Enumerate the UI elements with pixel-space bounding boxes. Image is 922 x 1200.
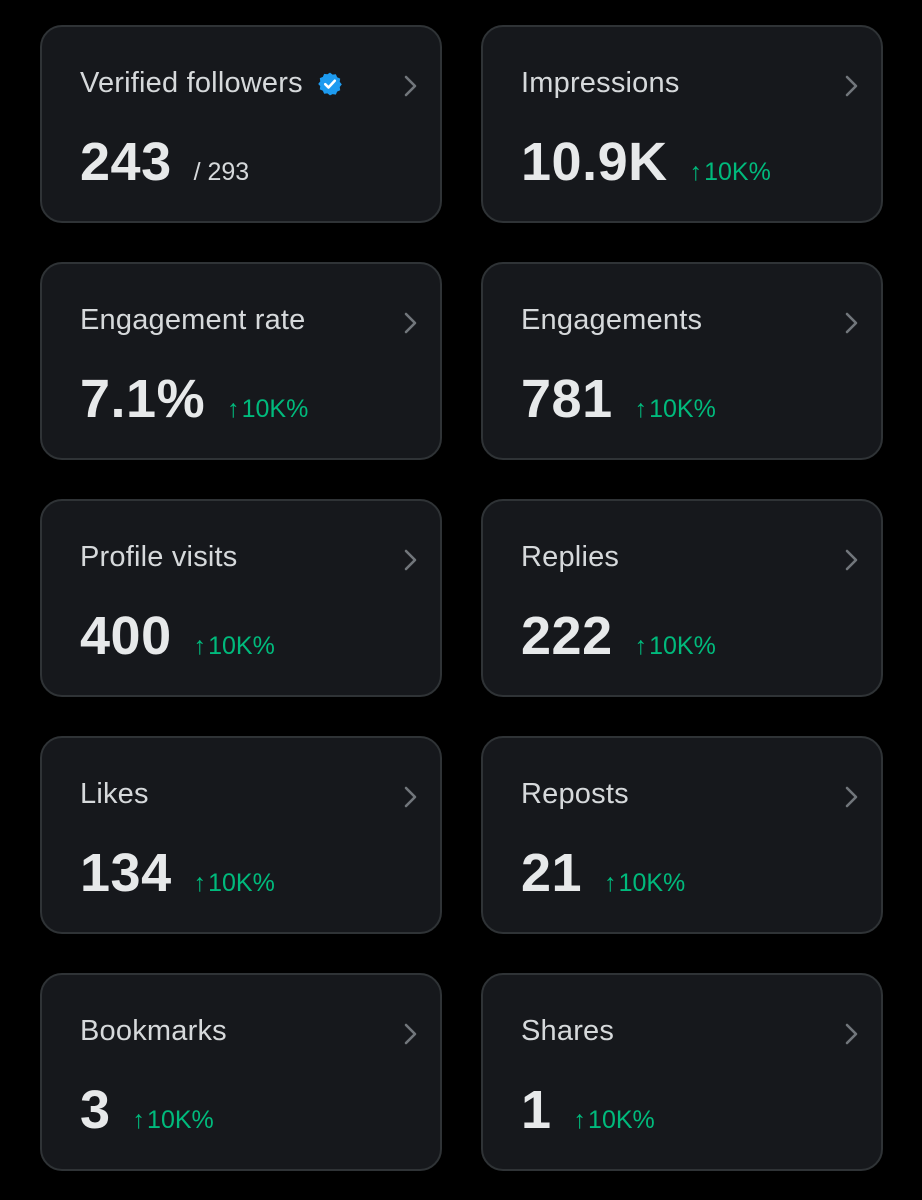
card-value-row: 222 ↑ 10K%	[521, 609, 716, 663]
card-title: Replies	[521, 541, 619, 574]
chevron-right-icon	[845, 549, 858, 571]
card-value-row: 243 / 293	[80, 135, 249, 189]
card-change-value: 10K%	[618, 869, 686, 897]
card-value: 3	[80, 1080, 111, 1140]
card-value: 243	[80, 132, 172, 192]
card-value: 7.1%	[80, 369, 206, 429]
card-title: Impressions	[521, 67, 680, 100]
card-value-row: 7.1% ↑ 10K%	[80, 372, 308, 426]
chevron-right-icon	[404, 549, 417, 571]
card-bookmarks[interactable]: Bookmarks 3 ↑ 10K%	[40, 973, 442, 1171]
card-value-row: 1 ↑ 10K%	[521, 1083, 655, 1137]
chevron-right-icon	[404, 75, 417, 97]
card-change: ↑ 10K%	[635, 632, 716, 661]
card-value: 21	[521, 843, 583, 903]
chevron-right-icon	[845, 75, 858, 97]
arrow-up-icon: ↑	[689, 158, 703, 186]
card-replies[interactable]: Replies 222 ↑ 10K%	[481, 499, 883, 697]
arrow-up-icon: ↑	[604, 869, 617, 897]
card-change-value: 10K%	[704, 158, 771, 186]
card-label: Impressions	[521, 67, 680, 99]
card-value-row: 134 ↑ 10K%	[80, 846, 275, 900]
card-value: 400	[80, 606, 172, 666]
card-change-value: 10K%	[588, 1106, 655, 1134]
card-change: ↑ 10K%	[635, 395, 716, 424]
card-value: 781	[521, 369, 613, 429]
card-reposts[interactable]: Reposts 21 ↑ 10K%	[481, 736, 883, 934]
card-change: ↑ 10K%	[194, 869, 275, 898]
card-impressions[interactable]: Impressions 10.9K ↑ 10K%	[481, 25, 883, 223]
arrow-up-icon: ↑	[193, 632, 207, 660]
card-likes[interactable]: Likes 134 ↑ 10K%	[40, 736, 442, 934]
card-change-value: 10K%	[649, 632, 716, 660]
card-value-row: 781 ↑ 10K%	[521, 372, 716, 426]
card-value: 134	[80, 843, 172, 903]
card-change-value: 10K%	[208, 632, 275, 660]
card-title: Engagement rate	[80, 304, 305, 337]
chevron-right-icon	[845, 786, 858, 808]
card-label: Engagements	[521, 304, 703, 336]
card-label: Verified followers	[80, 67, 303, 99]
card-label: Reposts	[521, 778, 629, 810]
card-change: ↑ 10K%	[574, 1106, 655, 1135]
card-title: Profile visits	[80, 541, 238, 574]
card-title: Bookmarks	[80, 1015, 227, 1048]
chevron-right-icon	[845, 312, 858, 334]
arrow-up-icon: ↑	[193, 869, 207, 897]
card-label: Replies	[521, 541, 620, 573]
card-shares[interactable]: Shares 1 ↑ 10K%	[481, 973, 883, 1171]
card-value: 1	[521, 1080, 552, 1140]
card-engagement-rate[interactable]: Engagement rate 7.1% ↑ 10K%	[40, 262, 442, 460]
card-value-row: 400 ↑ 10K%	[80, 609, 275, 663]
card-title: Engagements	[521, 304, 702, 337]
arrow-up-icon: ↑	[573, 1106, 587, 1134]
card-change: ↑ 10K%	[690, 158, 771, 187]
card-value: 10.9K	[521, 132, 668, 192]
card-profile-visits[interactable]: Profile visits 400 ↑ 10K%	[40, 499, 442, 697]
card-change: ↑ 10K%	[194, 632, 275, 661]
card-change-value: 10K%	[208, 869, 275, 897]
card-label: Engagement rate	[80, 304, 306, 336]
card-verified-followers[interactable]: Verified followers 243 / 293	[40, 25, 442, 223]
arrow-up-icon: ↑	[634, 395, 648, 423]
card-title: Verified followers	[80, 67, 343, 100]
chevron-right-icon	[845, 1023, 858, 1045]
card-change: ↑ 10K%	[133, 1106, 214, 1135]
card-label: Likes	[80, 778, 149, 810]
chevron-right-icon	[404, 312, 417, 334]
card-value-row: 3 ↑ 10K%	[80, 1083, 214, 1137]
arrow-up-icon: ↑	[227, 395, 240, 423]
card-engagements[interactable]: Engagements 781 ↑ 10K%	[481, 262, 883, 460]
card-value: 222	[521, 606, 613, 666]
card-change: ↑ 10K%	[227, 395, 308, 424]
card-title: Likes	[80, 778, 149, 811]
card-value-row: 21 ↑ 10K%	[521, 846, 685, 900]
card-title: Reposts	[521, 778, 629, 811]
card-change-value: 10K%	[649, 395, 716, 423]
arrow-up-icon: ↑	[132, 1106, 146, 1134]
arrow-up-icon: ↑	[634, 632, 648, 660]
card-label: Bookmarks	[80, 1015, 227, 1047]
card-label: Shares	[521, 1015, 615, 1047]
card-total: / 293	[193, 158, 250, 186]
card-change-value: 10K%	[147, 1106, 214, 1134]
verified-badge-icon	[317, 71, 343, 97]
card-change-value: 10K%	[241, 395, 309, 423]
chevron-right-icon	[404, 1023, 417, 1045]
card-change: ↑ 10K%	[604, 869, 685, 898]
card-value-row: 10.9K ↑ 10K%	[521, 135, 771, 189]
card-title: Shares	[521, 1015, 614, 1048]
chevron-right-icon	[404, 786, 417, 808]
card-label: Profile visits	[80, 541, 238, 573]
